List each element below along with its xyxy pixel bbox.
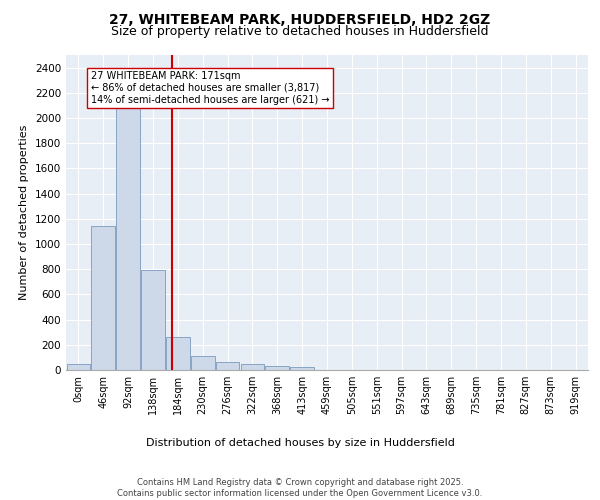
Bar — [141, 270, 165, 370]
Text: Distribution of detached houses by size in Huddersfield: Distribution of detached houses by size … — [146, 438, 454, 448]
Text: Contains HM Land Registry data © Crown copyright and database right 2025.
Contai: Contains HM Land Registry data © Crown c… — [118, 478, 482, 498]
Bar — [191, 356, 215, 370]
Bar — [166, 337, 190, 370]
Bar — [116, 99, 140, 370]
Bar — [241, 364, 264, 370]
Bar — [67, 364, 90, 370]
Text: Size of property relative to detached houses in Huddersfield: Size of property relative to detached ho… — [111, 25, 489, 38]
Y-axis label: Number of detached properties: Number of detached properties — [19, 125, 29, 300]
Bar — [265, 366, 289, 370]
Text: 27 WHITEBEAM PARK: 171sqm
← 86% of detached houses are smaller (3,817)
14% of se: 27 WHITEBEAM PARK: 171sqm ← 86% of detac… — [91, 72, 329, 104]
Bar — [290, 368, 314, 370]
Bar — [91, 226, 115, 370]
Text: 27, WHITEBEAM PARK, HUDDERSFIELD, HD2 2GZ: 27, WHITEBEAM PARK, HUDDERSFIELD, HD2 2G… — [109, 12, 491, 26]
Bar — [216, 362, 239, 370]
